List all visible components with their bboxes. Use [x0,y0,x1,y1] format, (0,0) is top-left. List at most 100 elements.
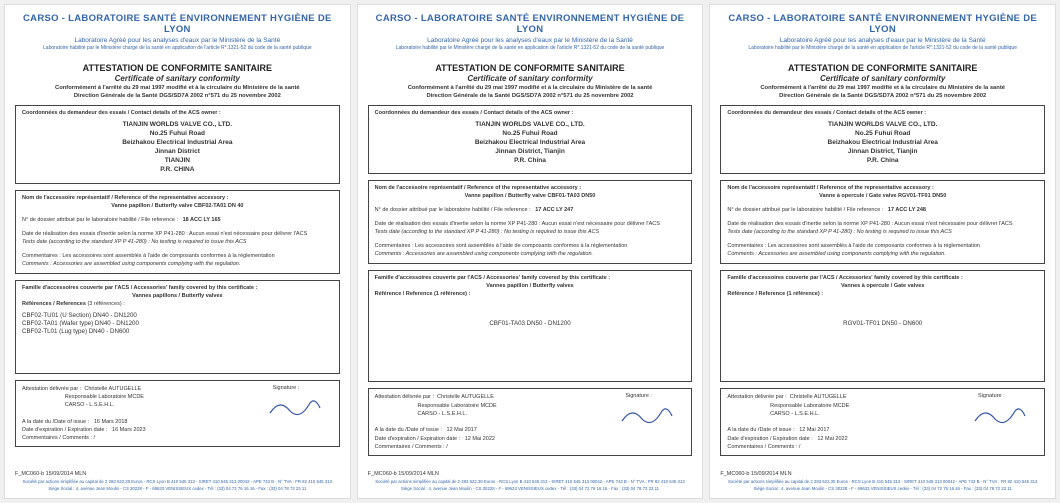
addr-line: Jinnan District [22,147,333,156]
footer-legal1: Société par actions simplifiée au capita… [720,479,1045,485]
file-label: N° de dossier attribué par le laboratoir… [22,217,178,223]
test-line1: Date de réalisation des essais d'inertie… [22,231,333,237]
issue-date: 12 Mai 2017 [447,427,477,433]
family-value: Vannes papillons / Butterfly valves [22,293,333,299]
footer-legal1: Société par actions simplifiée au capita… [15,479,340,485]
cert-sub1: Conformément à l'arrêté du 29 mai 1997 m… [368,85,693,91]
comments-end: Commentaires / Comments : / [22,435,95,441]
owner-box: Coordonnées du demandeur des essais / Co… [368,105,693,174]
org-sub2: Laboratoire habilité par le Ministère ch… [720,45,1045,51]
cert-title: ATTESTATION DE CONFORMITE SANITAIRE [15,63,340,73]
exp-date: 12 Mai 2022 [817,436,847,442]
rep-label: Nom de l'accessoire représentatif / Refe… [727,185,1038,191]
footer-legal1: Société par actions simplifiée au capita… [368,479,693,485]
comment-line1: Commentaires : Les accessoires sont asse… [727,243,1038,249]
addr-line: TIANJIN WORLDS VALVE CO., LTD. [22,120,333,129]
addr-line: Jinnan District, Tianjin [727,147,1038,156]
ref-item: CBF02-TL01 (Lug type) DN40 - DN600 [22,328,333,335]
org-name: CARSO - LABORATOIRE SANTÉ ENVIRONNEMENT … [368,13,693,35]
sig-org: CARSO - L.S.E.H.L. [65,402,115,408]
addr-line: P.R. China [727,156,1038,165]
rep-value: Vanne papillon / Butterfly valve CBF01-T… [375,193,686,199]
issue-date: 16 Mars 2018 [94,419,128,425]
rep-label: Nom de l'accessoire représentatif / Refe… [22,195,333,201]
exp-date: 16 Mars 2023 [112,427,146,433]
certificate-1: CARSO - LABORATOIRE SANTÉ ENVIRONNEMENT … [4,4,351,499]
sig-name: Christelle AUTUGELLE [790,394,847,400]
cert-sub1: Conformément à l'arrêté du 29 mai 1997 m… [15,85,340,91]
footer: F_MC060-b 15/09/2014 MLN Société par act… [720,471,1045,492]
sig-org: CARSO - L.S.E.H.L. [417,411,467,417]
addr-line: Beizhakou Electrical Industrial Area [727,138,1038,147]
test-line2: Tests date (according to the standard XP… [727,229,1038,235]
addr-line: P.R. China [375,156,686,165]
rep-value: Vanne à opercule / Gate valve RGV01-TF01… [727,193,1038,199]
cert-sub2: Direction Générale de la Santé DGS/SD7A … [368,93,693,99]
issue-label: A la date du /Date of issue : [22,419,89,425]
family-label: Famille d'accessoires couverte par l'ACS… [727,275,1038,281]
sig-label: Signature : [273,385,300,391]
comments-end: Commentaires / Comments : / [375,444,448,450]
signature-icon [970,401,1030,431]
cert-title-it: Certificate of sanitary conformity [368,74,693,83]
signature-box: Attestation délivrée par : Christelle AU… [368,388,693,456]
sig-role: Responsable Laboratoire MCDE [417,403,496,409]
sig-role: Responsable Laboratoire MCDE [770,403,849,409]
issue-label: A la date du /Date of issue : [375,427,442,433]
file-label: N° de dossier attribué par le laboratoir… [727,207,883,213]
family-box: Famille d'accessoires couverte par l'ACS… [15,280,340,374]
comment-line1: Commentaires : Les accessoires sont asse… [375,243,686,249]
addr-line: No.25 Fuhui Road [375,129,686,138]
cert-sub1: Conformément à l'arrêté du 29 mai 1997 m… [720,85,1045,91]
file-value: 18 ACC LY 165 [183,217,221,223]
comment-line2: Comments : Accessories are assembled usi… [727,251,1038,257]
rep-label: Nom de l'accessoire représentatif / Refe… [375,185,686,191]
test-line2: Tests date (according to the standard XP… [22,239,333,245]
file-value: 17 ACC LY 248 [888,207,926,213]
comment-line2: Comments : Accessories are assembled usi… [375,251,686,257]
footer-code: F_MC060-b 15/09/2014 MLN [15,471,340,477]
certificate-3: CARSO - LABORATOIRE SANTÉ ENVIRONNEMENT … [709,4,1056,499]
sig-by-label: Attestation délivrée par : [22,386,81,392]
signature-box: Attestation délivrée par : Christelle AU… [720,388,1045,456]
certificate-2: CARSO - LABORATOIRE SANTÉ ENVIRONNEMENT … [357,4,704,499]
family-value: Vannes papillon / Butterfly valves [375,283,686,289]
sig-role: Responsable Laboratoire MCDE [65,394,144,400]
footer-code: F_MC060-b 15/09/2014 MLN [720,471,1045,477]
addr-line: P.R. CHINA [22,165,333,174]
signature-icon [617,401,677,431]
footer: F_MC060-b 15/09/2014 MLN Société par act… [368,471,693,492]
sig-by-label: Attestation délivrée par : [727,394,786,400]
comments-end: Commentaires / Comments : / [727,444,800,450]
owner-label: Coordonnées du demandeur des essais / Co… [375,110,686,116]
exp-date: 12 Mai 2022 [465,436,495,442]
refs-label: Référence / Reference (1 référence) : [375,291,471,297]
owner-box: Coordonnées du demandeur des essais / Co… [720,105,1045,174]
ref-item: CBF01-TA03 DN50 - DN1200 [375,320,686,327]
owner-label: Coordonnées du demandeur des essais / Co… [727,110,1038,116]
owner-box: Coordonnées du demandeur des essais / Co… [15,105,340,184]
family-value: Vannes à opercule / Gate valves [727,283,1038,289]
family-box: Famille d'accessoires couverte par l'ACS… [368,270,693,382]
org-sub2: Laboratoire habilité par le Ministère ch… [15,45,340,51]
exp-label: Date d'expiration / Expiration date : [22,427,107,433]
comment-line2: Comments : Accessories are assembled usi… [22,261,333,267]
footer-legal2: Siège Social : 4, avenue Jean Moulin - C… [368,486,693,492]
org-sub: Laboratoire Agréé pour les analyses d'ea… [15,37,340,44]
cert-title-it: Certificate of sanitary conformity [15,74,340,83]
cert-title: ATTESTATION DE CONFORMITE SANITAIRE [720,63,1045,73]
refs-label: Référence / Reference (1 référence) : [727,291,823,297]
family-box: Famille d'accessoires couverte par l'ACS… [720,270,1045,382]
addr-line: TIANJIN WORLDS VALVE CO., LTD. [375,120,686,129]
cert-sub2: Direction Générale de la Santé DGS/SD7A … [15,93,340,99]
ref-item: RGV01-TF01 DN50 - DN600 [727,320,1038,327]
file-label: N° de dossier attribué par le laboratoir… [375,207,531,213]
addr-line: TIANJIN WORLDS VALVE CO., LTD. [727,120,1038,129]
test-line1: Date de réalisation des essais d'inertie… [727,221,1038,227]
owner-label: Coordonnées du demandeur des essais / Co… [22,110,333,116]
rep-value: Vanne papillon / Butterfly valve CBF02-T… [22,203,333,209]
test-line1: Date de réalisation des essais d'inertie… [375,221,686,227]
footer-legal2: Siège Social : 4, avenue Jean Moulin - C… [15,486,340,492]
reference-box: Nom de l'accessoire représentatif / Refe… [368,180,693,264]
test-line2: Tests date (according to the standard XP… [375,229,686,235]
